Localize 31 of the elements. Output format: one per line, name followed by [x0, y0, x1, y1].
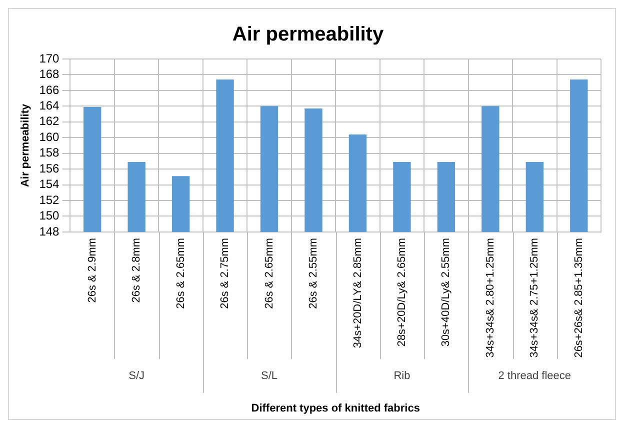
- y-tick-label: 148: [39, 224, 60, 238]
- y-tick-label: 170: [39, 51, 60, 66]
- text: 2 thread fleece: [498, 370, 572, 382]
- y-tick-label: 158: [39, 146, 60, 160]
- x-tick-label: 34s+34s& 2.75+1.25mm: [528, 238, 541, 358]
- x-tick-label: 26s & 2.65mm: [174, 238, 187, 309]
- y-axis-title: Air permeability: [20, 103, 32, 188]
- x-tick-label: 34s+34s& 2.80+1.25mm: [484, 238, 496, 358]
- chart-title: Air permeability: [232, 24, 384, 46]
- y-tick-label: 162: [39, 114, 60, 128]
- x-tick-label: 34s+20D/LY& 2.85mm: [352, 238, 364, 348]
- x-tick-label: 26s & 2.8mm: [130, 238, 143, 303]
- x-tick-label: 30s+40D/Ly& 2.55mm: [440, 238, 452, 347]
- text: S/J: [128, 370, 145, 382]
- x-axis-title: Different types of knitted fabrics: [251, 402, 420, 414]
- text: S/L: [261, 370, 278, 382]
- y-tick-label: 150: [39, 208, 60, 223]
- x-tick-label: 26s & 2.9mm: [86, 238, 98, 303]
- y-tick-label: 152: [39, 192, 60, 207]
- x-tick-label: 26s & 2.75mm: [219, 238, 232, 309]
- text: Rib: [394, 370, 410, 382]
- x-tick-label: 26s+26s& 2.85+1.35mm: [572, 238, 585, 358]
- y-tick-label: 168: [39, 67, 60, 82]
- y-tick-label: 166: [39, 82, 60, 97]
- x-tick-label: 26s & 2.55mm: [308, 238, 320, 309]
- y-tick-label: 160: [39, 130, 60, 144]
- y-tick-label: 164: [39, 98, 60, 112]
- x-tick-label: 26s & 2.65mm: [263, 238, 276, 309]
- y-tick-label: 154: [39, 177, 60, 192]
- y-tick-label: 156: [39, 161, 60, 176]
- x-tick-label: 28s+20D/Ly& 2.65mm: [396, 238, 408, 347]
